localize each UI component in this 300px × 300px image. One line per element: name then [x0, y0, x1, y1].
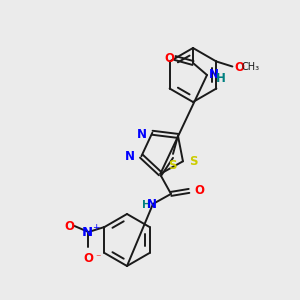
Text: N: N — [147, 198, 157, 212]
Text: O: O — [164, 52, 174, 64]
Text: O: O — [194, 184, 204, 197]
Text: O: O — [234, 61, 244, 74]
Text: N: N — [137, 128, 147, 141]
Text: N: N — [209, 68, 219, 80]
Text: O: O — [83, 252, 94, 265]
Text: S: S — [189, 155, 197, 168]
Text: +: + — [92, 223, 100, 232]
Text: H: H — [142, 200, 151, 210]
Text: ⁻: ⁻ — [95, 253, 101, 263]
Text: N: N — [82, 226, 93, 238]
Text: CH₃: CH₃ — [242, 62, 260, 73]
Text: H: H — [216, 73, 226, 85]
Text: O: O — [64, 220, 74, 232]
Text: S: S — [168, 159, 176, 172]
Text: N: N — [124, 150, 134, 163]
